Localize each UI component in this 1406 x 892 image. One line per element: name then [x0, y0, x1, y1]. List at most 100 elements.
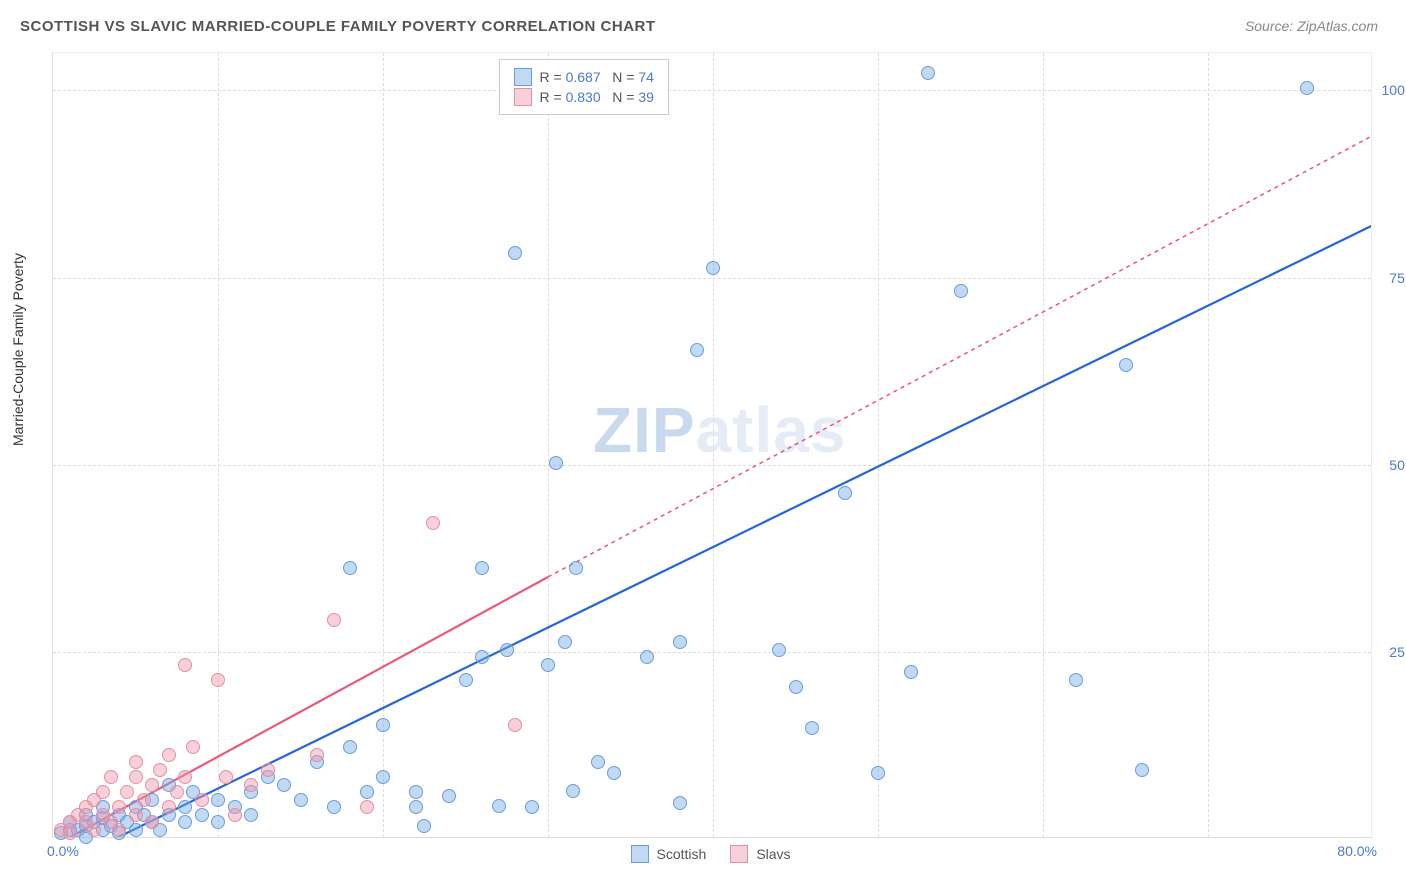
data-point — [558, 635, 572, 649]
data-point — [591, 755, 605, 769]
legend-swatch — [514, 88, 532, 106]
legend-swatch — [514, 68, 532, 86]
data-point — [607, 766, 621, 780]
data-point — [294, 793, 308, 807]
data-point — [104, 770, 118, 784]
gridline-horizontal — [53, 465, 1371, 466]
data-point — [566, 784, 580, 798]
legend-row: R = 0.687 N = 74 — [514, 68, 654, 86]
gridline-vertical — [1208, 53, 1209, 837]
data-point — [145, 778, 159, 792]
data-point — [549, 456, 563, 470]
legend-stats: R = 0.830 N = 39 — [540, 89, 654, 105]
data-point — [1069, 673, 1083, 687]
data-point — [211, 815, 225, 829]
data-point — [789, 680, 803, 694]
data-point — [195, 808, 209, 822]
legend-item: Scottish — [631, 845, 707, 863]
data-point — [178, 770, 192, 784]
data-point — [129, 755, 143, 769]
data-point — [673, 796, 687, 810]
data-point — [178, 658, 192, 672]
data-point — [475, 650, 489, 664]
gridline-vertical — [878, 53, 879, 837]
data-point — [129, 823, 143, 837]
data-point — [244, 808, 258, 822]
data-point — [343, 740, 357, 754]
data-point — [525, 800, 539, 814]
watermark: ZIPatlas — [593, 393, 846, 467]
legend-stats: R = 0.687 N = 74 — [540, 69, 654, 85]
data-point — [1300, 81, 1314, 95]
data-point — [690, 343, 704, 357]
data-point — [459, 673, 473, 687]
data-point — [211, 673, 225, 687]
gridline-horizontal — [53, 90, 1371, 91]
data-point — [310, 748, 324, 762]
data-point — [120, 785, 134, 799]
trendlines — [53, 53, 1371, 837]
watermark-zip: ZIP — [593, 394, 696, 466]
data-point — [442, 789, 456, 803]
legend-swatch — [631, 845, 649, 863]
data-point — [153, 763, 167, 777]
data-point — [178, 815, 192, 829]
data-point — [409, 800, 423, 814]
data-point — [327, 613, 341, 627]
data-point — [904, 665, 918, 679]
data-point — [772, 643, 786, 657]
data-point — [871, 766, 885, 780]
data-point — [673, 635, 687, 649]
gridline-vertical — [218, 53, 219, 837]
legend-label: Scottish — [657, 846, 707, 862]
data-point — [1119, 358, 1133, 372]
data-point — [277, 778, 291, 792]
gridline-vertical — [713, 53, 714, 837]
chart-title: SCOTTISH VS SLAVIC MARRIED-COUPLE FAMILY… — [20, 18, 656, 35]
y-tick-label: 100.0% — [1379, 82, 1406, 98]
plot-area: ZIPatlas 25.0%50.0%75.0%100.0%0.0%80.0%R… — [52, 52, 1372, 838]
source-attribution: Source: ZipAtlas.com — [1245, 18, 1378, 34]
legend-item: Slavs — [730, 845, 790, 863]
data-point — [195, 793, 209, 807]
gridline-horizontal — [53, 652, 1371, 653]
y-tick-label: 50.0% — [1379, 457, 1406, 473]
data-point — [129, 808, 143, 822]
data-point — [244, 778, 258, 792]
data-point — [162, 800, 176, 814]
data-point — [261, 763, 275, 777]
data-point — [640, 650, 654, 664]
x-tick-label: 80.0% — [1337, 843, 1377, 859]
chart-container: SCOTTISH VS SLAVIC MARRIED-COUPLE FAMILY… — [0, 0, 1406, 892]
data-point — [137, 793, 151, 807]
correlation-legend: R = 0.687 N = 74 R = 0.830 N = 39 — [499, 59, 669, 115]
gridline-vertical — [1043, 53, 1044, 837]
data-point — [508, 718, 522, 732]
data-point — [417, 819, 431, 833]
x-tick-label: 0.0% — [47, 843, 79, 859]
data-point — [112, 823, 126, 837]
data-point — [376, 718, 390, 732]
data-point — [145, 815, 159, 829]
data-point — [921, 66, 935, 80]
data-point — [541, 658, 555, 672]
data-point — [508, 246, 522, 260]
data-point — [219, 770, 233, 784]
data-point — [96, 785, 110, 799]
legend-row: R = 0.830 N = 39 — [514, 88, 654, 106]
watermark-atlas: atlas — [696, 394, 847, 466]
data-point — [228, 808, 242, 822]
data-point — [409, 785, 423, 799]
legend-swatch — [730, 845, 748, 863]
gridline-horizontal — [53, 278, 1371, 279]
data-point — [186, 740, 200, 754]
data-point — [492, 799, 506, 813]
data-point — [1135, 763, 1149, 777]
data-point — [87, 823, 101, 837]
data-point — [569, 561, 583, 575]
data-point — [706, 261, 720, 275]
data-point — [954, 284, 968, 298]
y-tick-label: 75.0% — [1379, 270, 1406, 286]
gridline-vertical — [548, 53, 549, 837]
data-point — [360, 785, 374, 799]
